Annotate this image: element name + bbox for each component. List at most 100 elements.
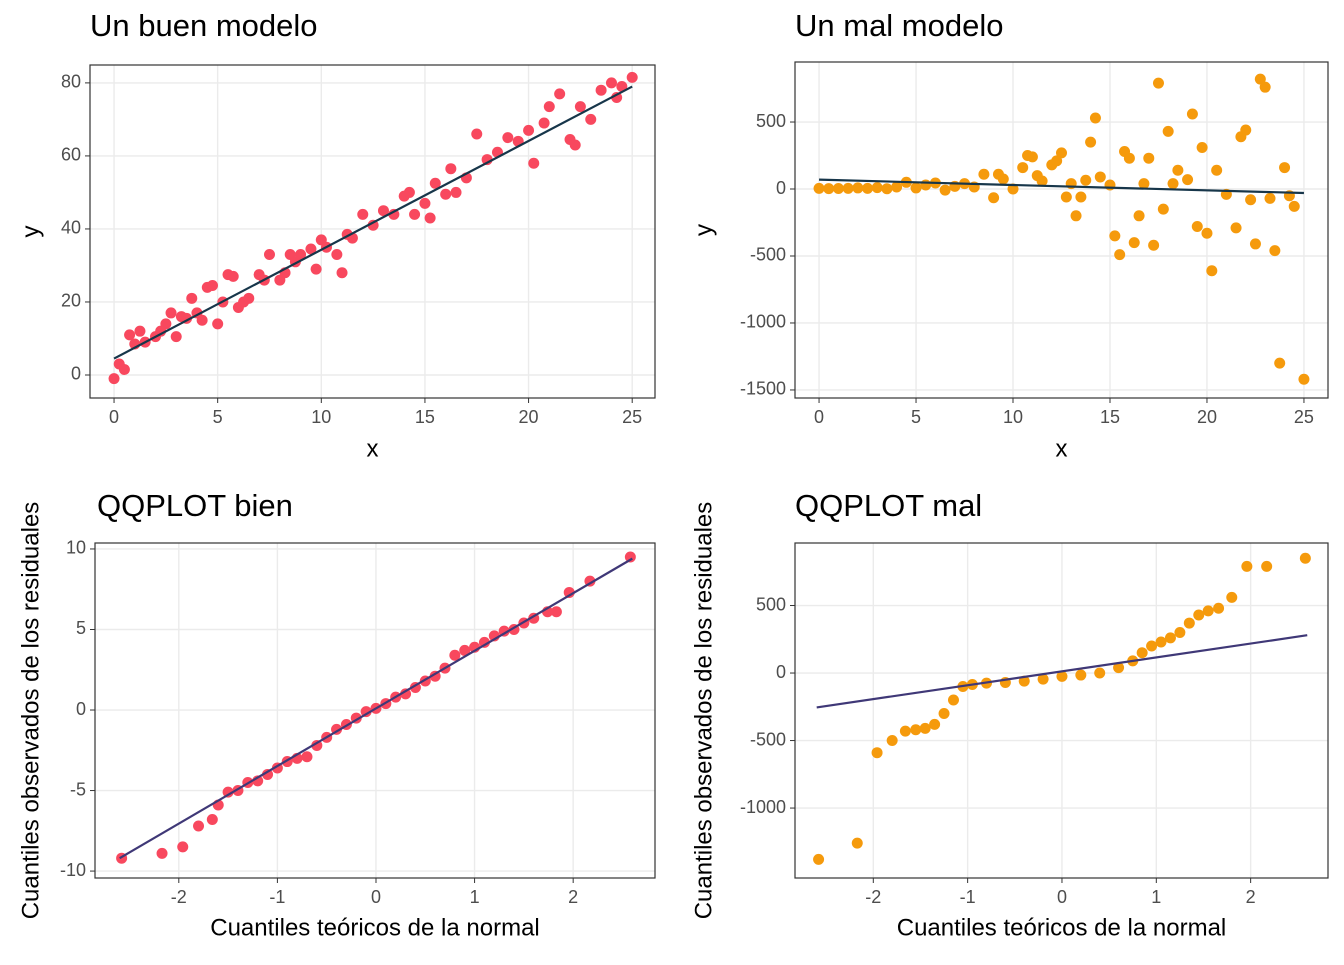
point	[862, 182, 874, 194]
point	[206, 280, 218, 292]
point	[156, 847, 168, 859]
point	[424, 212, 436, 224]
point	[212, 318, 224, 330]
point	[357, 208, 369, 220]
point	[1056, 147, 1067, 159]
point	[1240, 124, 1252, 136]
y-tick-label: 5	[76, 618, 86, 638]
y-tick-label: -10	[60, 860, 86, 880]
point	[108, 373, 120, 385]
point	[929, 718, 941, 730]
point	[919, 722, 931, 734]
point	[1288, 200, 1300, 212]
point	[1264, 192, 1276, 204]
point	[311, 739, 323, 751]
point	[616, 81, 628, 93]
point	[1245, 194, 1257, 206]
point	[429, 177, 441, 189]
point	[891, 181, 903, 193]
point	[118, 364, 130, 376]
y-tick-label: 0	[776, 662, 786, 682]
point	[1113, 662, 1125, 674]
point	[295, 249, 307, 261]
chart-title: Un mal modelo	[795, 8, 1003, 43]
point	[947, 694, 959, 706]
point	[193, 820, 205, 832]
point	[1249, 238, 1261, 250]
point	[1186, 108, 1198, 120]
point	[595, 84, 607, 96]
x-tick-label: -1	[269, 887, 285, 907]
point	[1261, 560, 1273, 572]
point	[1138, 178, 1150, 190]
point	[842, 182, 854, 194]
chart-title: QQPLOT mal	[795, 488, 982, 523]
point	[528, 157, 540, 169]
point	[1070, 210, 1082, 222]
point	[1026, 151, 1038, 163]
point	[550, 606, 562, 618]
point	[1299, 552, 1311, 564]
point	[206, 814, 218, 826]
point	[419, 197, 431, 209]
point	[1089, 112, 1101, 124]
point	[1183, 617, 1195, 629]
point	[1157, 203, 1169, 215]
point	[360, 706, 372, 718]
y-tick-label: 500	[756, 594, 786, 614]
chart-title: QQPLOT bien	[97, 488, 293, 523]
y-tick-label: 500	[756, 111, 786, 131]
point	[1152, 77, 1164, 89]
point	[1162, 125, 1174, 137]
point	[1080, 174, 1092, 186]
x-tick-label: 0	[1057, 887, 1067, 907]
point	[1036, 175, 1048, 187]
x-tick-label: 0	[814, 407, 824, 427]
point	[1196, 141, 1208, 153]
point	[502, 132, 514, 144]
point	[624, 551, 636, 563]
x-tick-label: -2	[865, 887, 881, 907]
point	[1037, 673, 1049, 685]
y-tick-label: 80	[61, 72, 81, 92]
point	[177, 841, 189, 853]
x-tick-label: 0	[109, 407, 119, 427]
point	[851, 837, 863, 849]
y-tick-label: 0	[776, 178, 786, 198]
x-axis-title: Cuantiles teóricos de la normal	[210, 914, 540, 941]
x-tick-label: 10	[1003, 407, 1023, 427]
point	[1254, 73, 1266, 85]
fit-line	[816, 634, 1308, 709]
point	[988, 192, 1000, 204]
point	[124, 329, 136, 341]
point	[196, 314, 208, 326]
point	[1191, 221, 1203, 233]
point	[1007, 183, 1019, 195]
point	[1148, 239, 1160, 251]
point	[899, 725, 911, 737]
point	[1123, 152, 1135, 164]
point	[881, 183, 893, 195]
point	[611, 91, 623, 103]
point	[243, 292, 255, 304]
point	[409, 208, 421, 220]
point	[543, 101, 555, 113]
y-tick-label: -1000	[740, 312, 786, 332]
point	[1193, 609, 1205, 621]
point	[871, 747, 883, 759]
point	[1155, 636, 1167, 648]
point	[1279, 162, 1291, 174]
point	[310, 263, 322, 275]
point	[523, 124, 535, 136]
y-tick-label: -1500	[740, 379, 786, 399]
y-tick-label: -5	[70, 779, 86, 799]
point	[1128, 237, 1140, 249]
point	[1230, 222, 1242, 234]
point	[449, 649, 461, 661]
point	[1075, 669, 1087, 681]
point	[1133, 210, 1145, 222]
x-axis-title: Cuantiles teóricos de la normal	[897, 914, 1227, 941]
point	[403, 186, 415, 198]
y-axis-title: y	[690, 224, 717, 236]
